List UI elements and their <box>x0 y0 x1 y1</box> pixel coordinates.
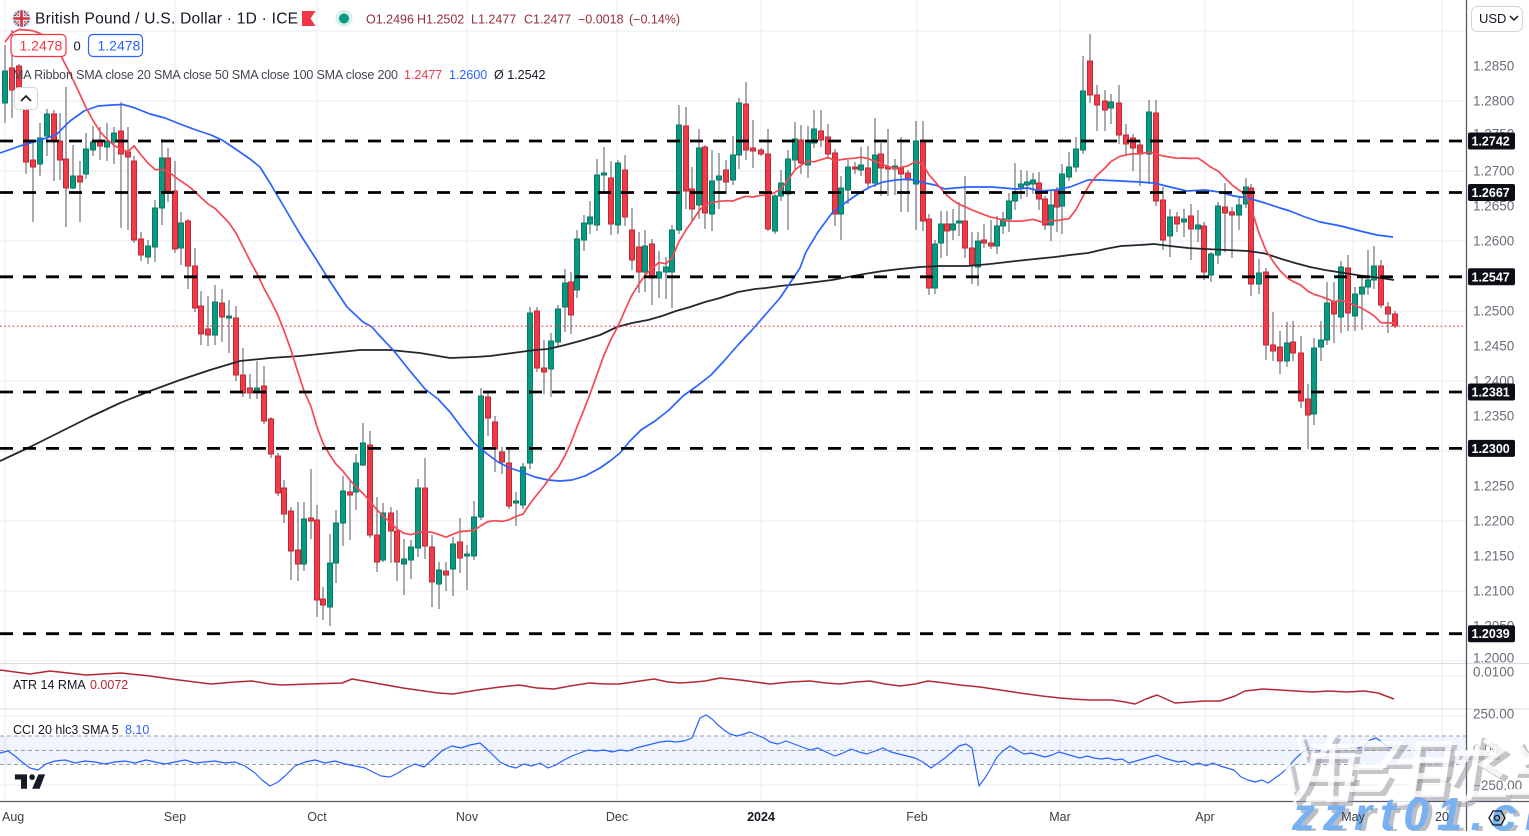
svg-text:CCI 20 hlc3 SMA 5: CCI 20 hlc3 SMA 5 <box>13 723 119 737</box>
svg-text:Nov: Nov <box>456 810 479 824</box>
svg-text:zzrt01.cn: zzrt01.cn <box>1291 788 1529 831</box>
svg-text:250.00: 250.00 <box>1473 707 1514 722</box>
svg-text:Oct: Oct <box>307 810 327 824</box>
svg-text:Apr: Apr <box>1195 810 1214 824</box>
svg-text:1.2667: 1.2667 <box>1472 186 1510 200</box>
svg-text:0.0100: 0.0100 <box>1473 665 1514 680</box>
svg-text:Dec: Dec <box>606 810 628 824</box>
svg-text:L1.2477: L1.2477 <box>471 13 516 27</box>
svg-text:Aug: Aug <box>2 810 24 824</box>
svg-text:1.2547: 1.2547 <box>1472 270 1510 284</box>
svg-text:8.10: 8.10 <box>125 723 149 737</box>
svg-text:1.2800: 1.2800 <box>1473 94 1514 109</box>
svg-text:C1.2477: C1.2477 <box>524 13 571 27</box>
svg-text:May: May <box>1341 810 1365 824</box>
svg-text:1.2350: 1.2350 <box>1473 409 1514 424</box>
svg-text:Sep: Sep <box>164 810 186 824</box>
svg-text:O1.2496: O1.2496 <box>366 13 414 27</box>
svg-text:1.2200: 1.2200 <box>1473 514 1514 529</box>
svg-text:0: 0 <box>74 39 81 54</box>
svg-text:1.2478: 1.2478 <box>20 38 63 54</box>
svg-text:1.2500: 1.2500 <box>1473 304 1514 319</box>
svg-text:1.2600: 1.2600 <box>1473 234 1514 249</box>
svg-text:ATR 14 RMA: ATR 14 RMA <box>13 678 86 692</box>
svg-text:1.2039: 1.2039 <box>1472 627 1510 641</box>
svg-text:Feb: Feb <box>906 810 928 824</box>
svg-text:1.2478: 1.2478 <box>98 38 141 54</box>
svg-text:MA Ribbon SMA close 20 SMA clo: MA Ribbon SMA close 20 SMA close 50 SMA … <box>13 68 398 82</box>
svg-text:1.2700: 1.2700 <box>1473 164 1514 179</box>
svg-text:(−0.14%): (−0.14%) <box>629 13 680 27</box>
svg-text:1.2250: 1.2250 <box>1473 479 1514 494</box>
svg-text:1.2600: 1.2600 <box>449 68 487 82</box>
svg-text:Mar: Mar <box>1049 810 1071 824</box>
svg-text:1.2650: 1.2650 <box>1473 199 1514 214</box>
svg-text:1.2850: 1.2850 <box>1473 59 1514 74</box>
svg-text:1.2742: 1.2742 <box>1472 135 1510 149</box>
svg-text:2024: 2024 <box>747 810 775 824</box>
svg-text:zzrt01.cn: zzrt01.cn <box>1295 791 1529 831</box>
svg-text:1.2450: 1.2450 <box>1473 339 1514 354</box>
svg-text:1.2100: 1.2100 <box>1473 584 1514 599</box>
svg-text:USD: USD <box>1479 11 1506 26</box>
svg-text:1.2477: 1.2477 <box>404 68 442 82</box>
svg-text:Ø 1.2542: Ø 1.2542 <box>494 68 545 82</box>
svg-text:0.0072: 0.0072 <box>90 678 128 692</box>
svg-text:1.2000: 1.2000 <box>1473 651 1514 666</box>
svg-text:20: 20 <box>1435 810 1449 824</box>
svg-text:1.2150: 1.2150 <box>1473 549 1514 564</box>
svg-text:H1.2502: H1.2502 <box>417 13 464 27</box>
svg-text:1.2300: 1.2300 <box>1472 442 1510 456</box>
svg-text:British Pound / U.S. Dollar ·: British Pound / U.S. Dollar · 1D · ICE <box>35 11 298 28</box>
svg-text:1.2381: 1.2381 <box>1472 386 1510 400</box>
svg-text:−0.0018: −0.0018 <box>578 13 624 27</box>
